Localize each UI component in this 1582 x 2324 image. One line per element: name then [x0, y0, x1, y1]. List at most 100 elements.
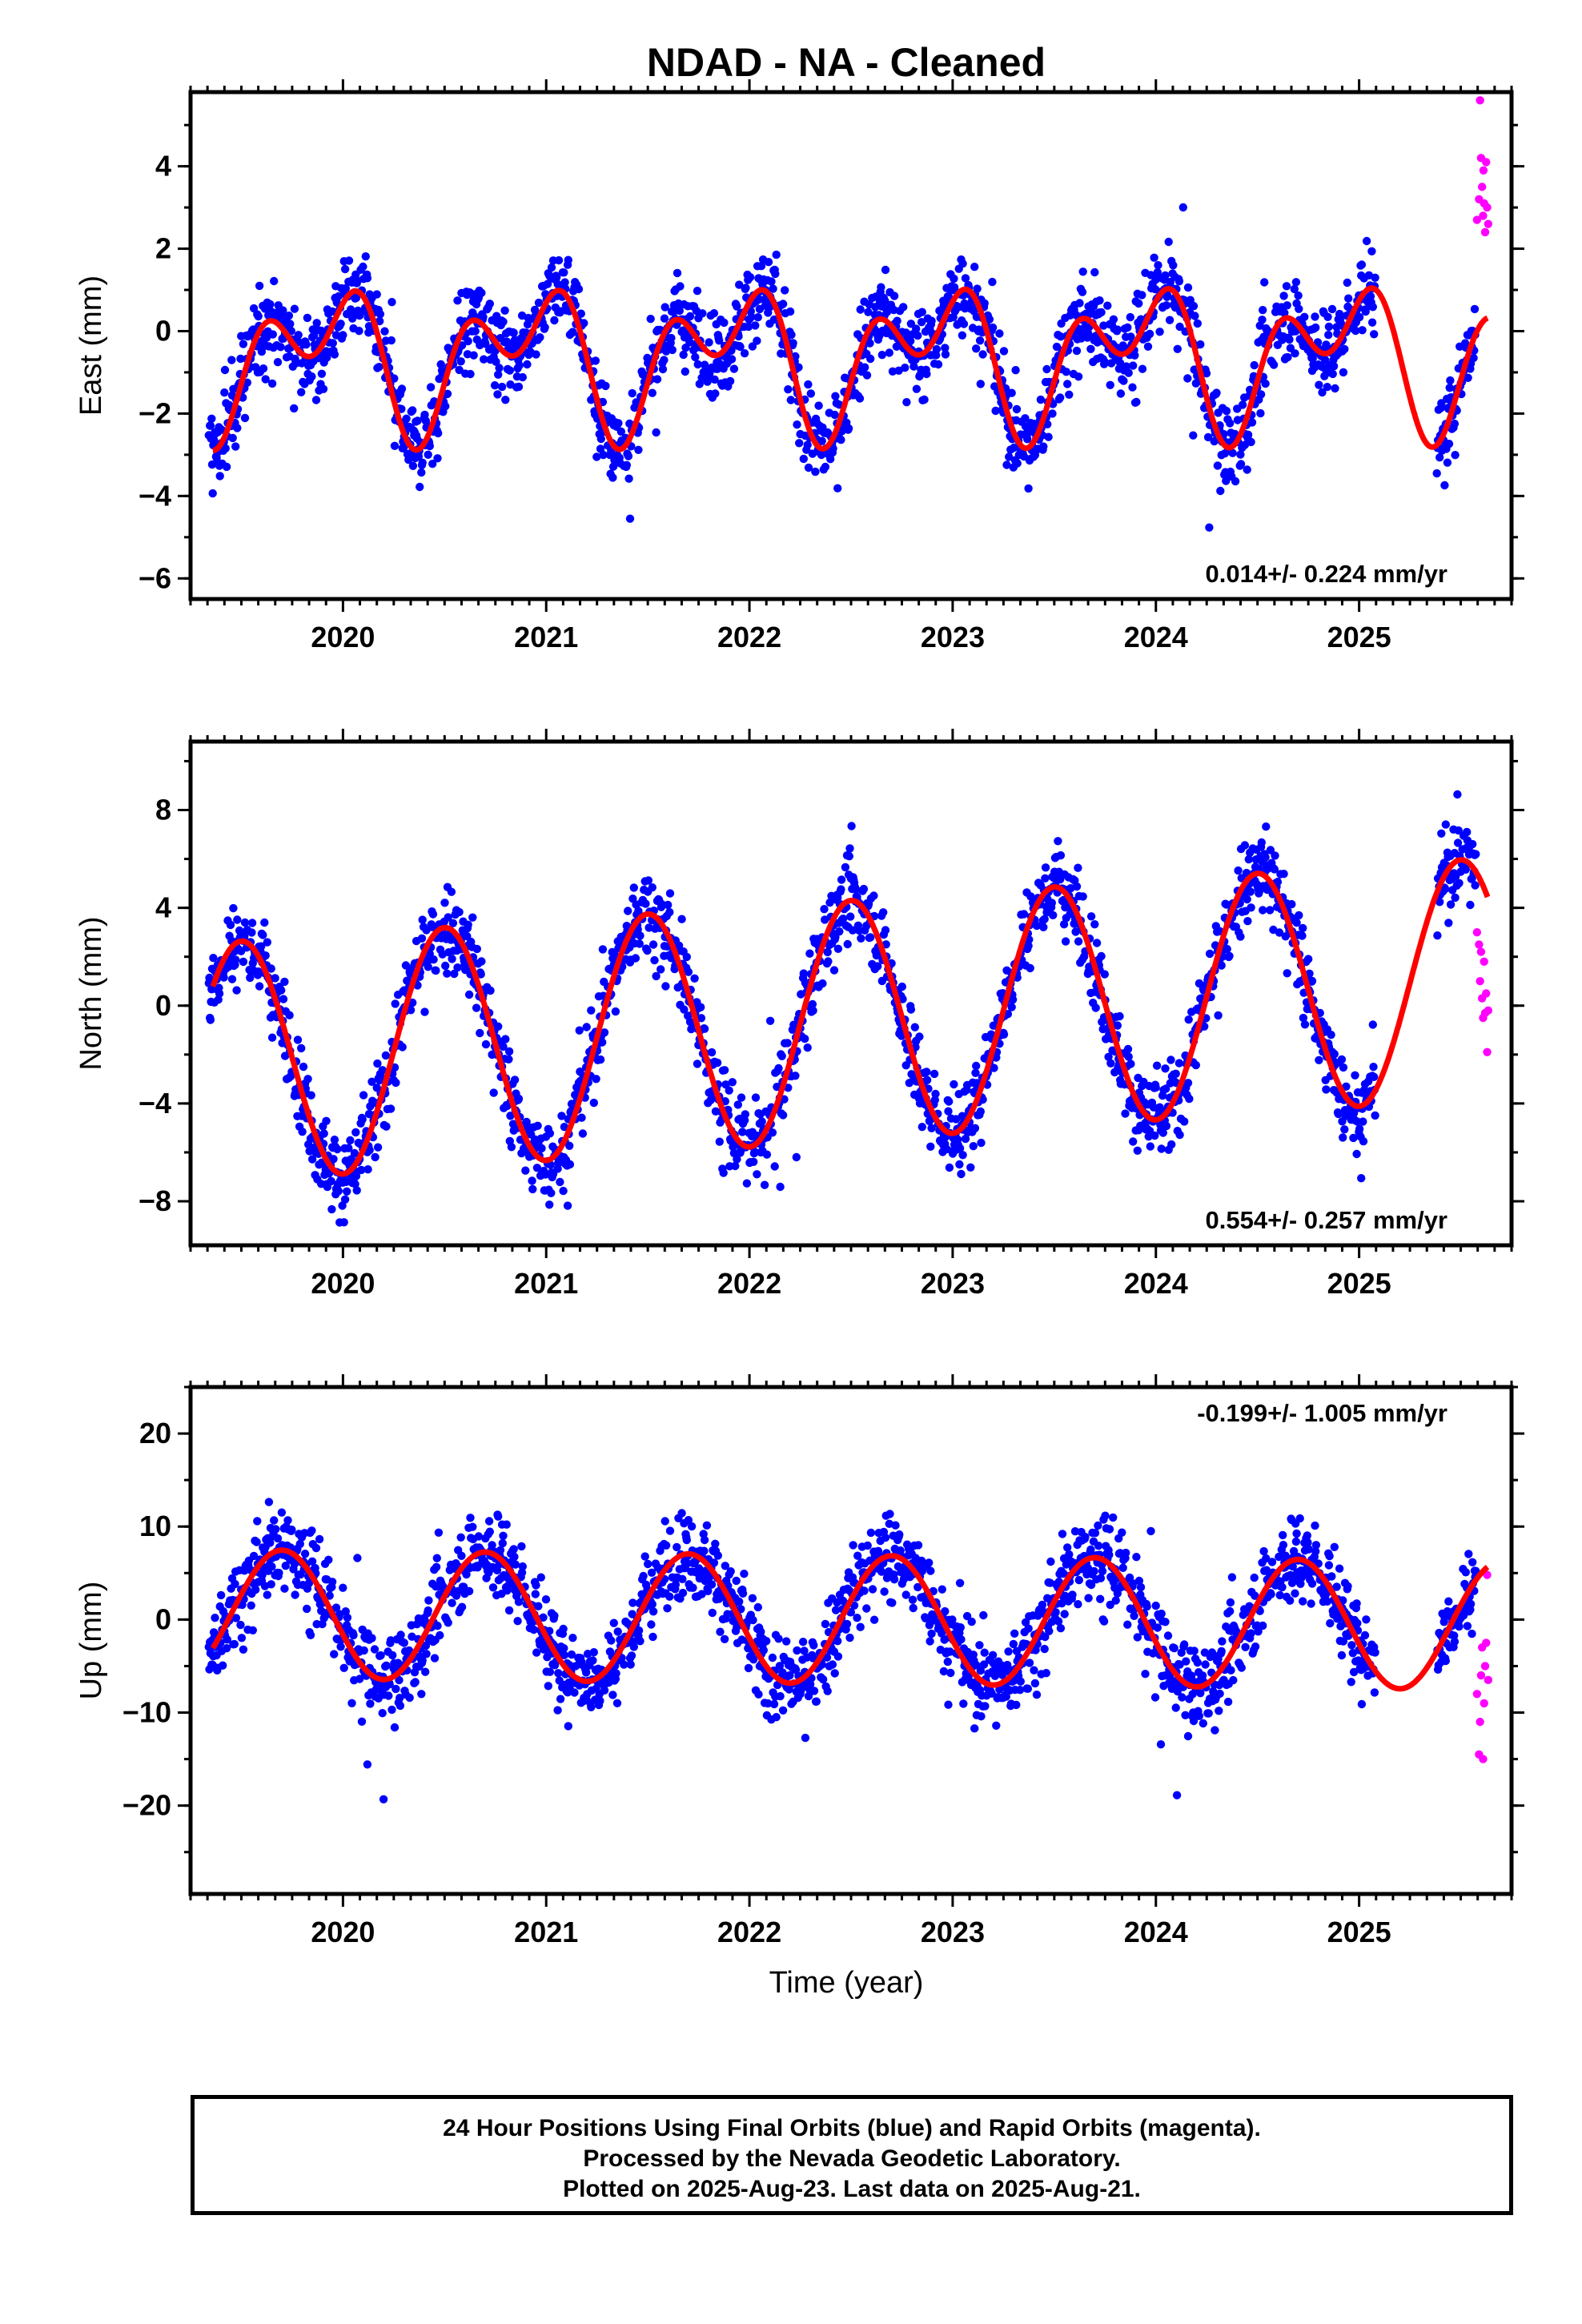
final-orbit-point [1327, 304, 1337, 314]
final-orbit-point [476, 970, 485, 979]
final-orbit-point [457, 1551, 466, 1561]
final-orbit-point [406, 1006, 416, 1015]
final-orbit-point [464, 336, 472, 346]
final-orbit-point [1344, 294, 1353, 303]
final-orbit-point [1466, 900, 1475, 910]
final-orbit-point [283, 1516, 292, 1525]
final-orbit-point [216, 1590, 226, 1600]
x-tick-label: 2024 [1124, 621, 1188, 653]
final-orbit-point [1291, 278, 1301, 287]
x-tick-label: 2022 [717, 1267, 781, 1300]
final-orbit-point [644, 876, 653, 885]
final-orbit-point [290, 304, 299, 313]
final-orbit-point [488, 1541, 496, 1550]
final-orbit-point [926, 1142, 935, 1152]
final-orbit-point [468, 913, 477, 922]
y-tick-label: 20 [139, 1417, 171, 1449]
final-orbit-point [1100, 357, 1110, 367]
final-orbit-point [879, 908, 888, 917]
final-orbit-point [324, 1169, 334, 1178]
final-orbit-point [608, 462, 618, 471]
final-orbit-point [426, 383, 436, 392]
final-orbit-point [731, 1161, 740, 1171]
final-orbit-point [233, 915, 242, 924]
final-orbit-point [978, 350, 987, 359]
final-orbit-point [1056, 332, 1066, 341]
final-orbit-point [307, 1155, 317, 1164]
final-orbit-point [1371, 273, 1379, 282]
final-orbit-point [753, 1170, 761, 1179]
final-orbit-point [845, 844, 854, 853]
model-curve [211, 285, 1490, 454]
final-orbit-point [774, 1063, 783, 1073]
final-orbit-point [733, 1155, 741, 1164]
final-orbit-point [1109, 315, 1118, 324]
final-orbit-point [307, 1557, 317, 1566]
final-orbit-point [700, 360, 709, 369]
final-orbit-point [844, 424, 853, 433]
final-orbit-point [652, 375, 662, 384]
final-orbit-point [1318, 388, 1327, 397]
final-orbit-point [331, 1603, 341, 1612]
final-orbit-point [297, 1043, 306, 1053]
final-orbit-point [614, 419, 623, 428]
final-orbit-point [1328, 369, 1337, 379]
final-orbit-point [444, 1618, 452, 1627]
final-orbit-point [1074, 372, 1083, 381]
final-orbit-point [1116, 389, 1126, 398]
final-orbit-point [1450, 420, 1460, 428]
x-tick-label: 2021 [514, 621, 578, 653]
final-orbit-point [388, 1651, 397, 1660]
final-orbit-point [848, 926, 857, 935]
final-orbit-point [1183, 1079, 1193, 1088]
final-orbit-point [311, 396, 321, 404]
final-orbit-point [350, 1148, 359, 1158]
final-orbit-point [499, 1042, 508, 1051]
final-orbit-point [486, 986, 495, 995]
final-orbit-point [226, 920, 235, 930]
final-orbit-point [1247, 437, 1255, 447]
final-orbit-point [336, 1642, 345, 1651]
final-orbit-point [304, 1578, 314, 1588]
final-orbit-point [517, 1568, 527, 1577]
final-orbit-point [1432, 468, 1441, 478]
x-tick-label: 2023 [921, 621, 985, 653]
panel-frame [188, 90, 1514, 601]
final-orbit-point [382, 1661, 391, 1670]
final-orbit-point [340, 264, 350, 274]
final-orbit-points [204, 203, 1480, 532]
final-orbit-point [1026, 963, 1034, 973]
final-orbit-point [1273, 878, 1283, 887]
final-orbit-point [978, 1095, 987, 1104]
y-tick-label: 10 [139, 1510, 171, 1542]
final-orbit-point [1167, 1140, 1176, 1149]
final-orbit-point [1323, 383, 1332, 392]
final-orbit-point [327, 1204, 336, 1214]
final-orbit-point [912, 384, 921, 393]
final-orbit-point [312, 319, 321, 328]
final-orbit-point [532, 350, 540, 359]
chart-title: NDAD - NA - Cleaned [647, 40, 1046, 85]
final-orbit-point [302, 340, 311, 349]
final-orbit-point [1056, 850, 1066, 860]
final-orbit-point [231, 1579, 239, 1589]
final-orbit-point [404, 455, 413, 464]
final-orbit-point [391, 1684, 400, 1694]
final-orbit-point [1307, 976, 1317, 986]
final-orbit-point [565, 1160, 575, 1169]
final-orbit-point [434, 1528, 444, 1538]
final-orbit-point [271, 974, 279, 983]
final-orbit-point [1470, 304, 1480, 314]
final-orbit-point [792, 1152, 801, 1162]
final-orbit-point [239, 340, 248, 348]
final-orbit-point [1223, 944, 1231, 954]
final-orbit-point [977, 1138, 986, 1148]
final-orbit-point [1161, 1064, 1170, 1073]
final-orbit-point [240, 918, 250, 927]
final-orbit-point [268, 330, 277, 339]
final-orbit-point [1007, 1003, 1016, 1011]
final-orbit-point [1283, 301, 1291, 310]
final-orbit-point [1048, 409, 1057, 418]
final-orbit-point [231, 442, 240, 451]
final-orbit-point [1039, 923, 1048, 932]
